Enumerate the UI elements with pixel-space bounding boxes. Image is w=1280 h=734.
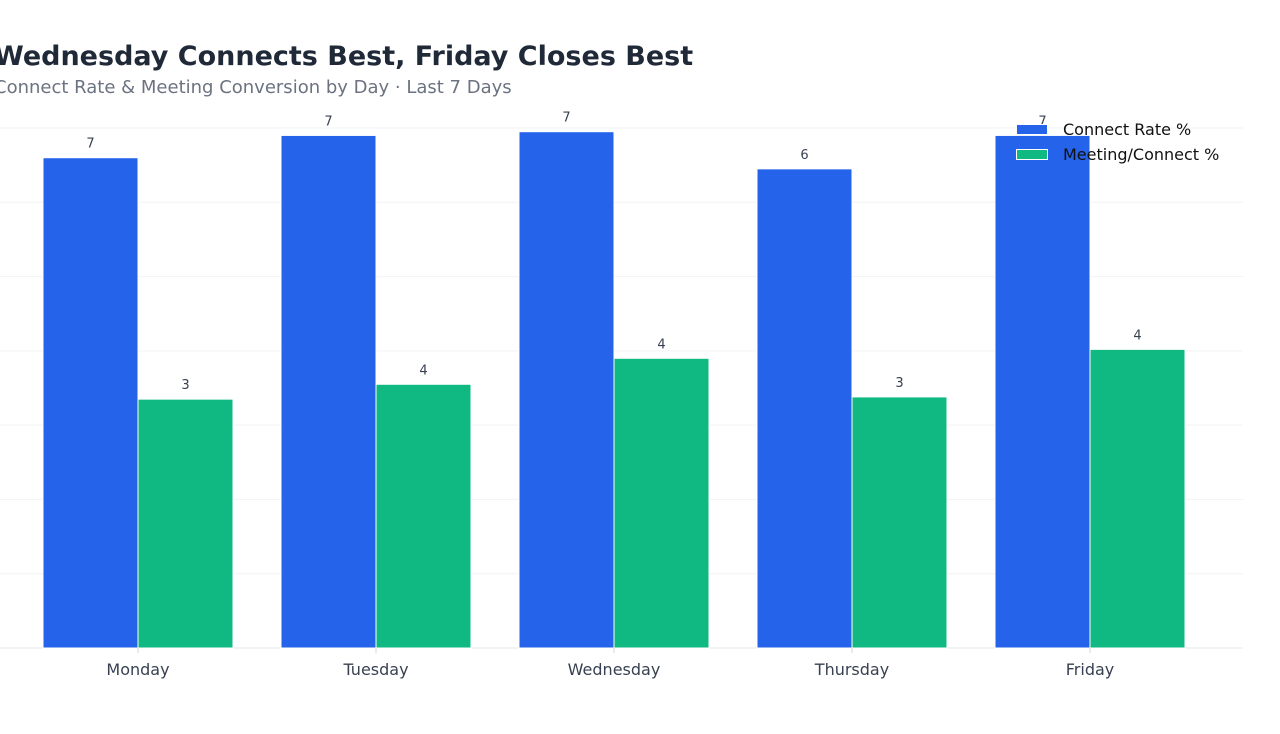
bar-connect-rate-friday: [994, 134, 1091, 649]
x-tick-label-tuesday: Tuesday: [342, 660, 408, 679]
bar-connect-rate-monday: [42, 157, 139, 649]
bar-meeting-connect-wednesday: [613, 357, 710, 649]
data-label-connect-rate-monday: 7: [86, 137, 94, 152]
bar-connect-rate-tuesday: [280, 134, 377, 649]
data-label-meeting-connect-wednesday: 4: [657, 337, 665, 352]
x-tick-label-monday: Monday: [106, 660, 169, 679]
data-label-meeting-connect-tuesday: 4: [419, 363, 427, 378]
chart-subtitle: Connect Rate & Meeting Conversion by Day…: [0, 77, 512, 98]
legend-item-meeting-connect[interactable]: Meeting/Connect %: [1016, 142, 1219, 167]
data-label-meeting-connect-monday: 3: [181, 378, 189, 393]
bar-meeting-connect-monday: [137, 398, 234, 649]
data-label-connect-rate-friday: 7: [1038, 114, 1046, 129]
bar-connect-rate-thursday: [756, 168, 853, 649]
legend-item-connect-rate[interactable]: Connect Rate %: [1016, 117, 1219, 142]
chart-title: Wednesday Connects Best, Friday Closes B…: [0, 41, 694, 72]
legend-swatch-connect-rate: [1016, 124, 1048, 135]
bar-meeting-connect-tuesday: [375, 383, 472, 649]
legend-swatch-meeting-connect: [1016, 149, 1048, 160]
legend-label-meeting-connect: Meeting/Connect %: [1063, 145, 1220, 164]
legend-label-connect-rate: Connect Rate %: [1063, 120, 1192, 139]
data-label-connect-rate-thursday: 6: [800, 148, 808, 163]
chart-legend: Connect Rate % Meeting/Connect %: [1016, 117, 1219, 167]
x-tick-label-friday: Friday: [1066, 660, 1115, 679]
x-tick-label-thursday: Thursday: [814, 660, 889, 679]
data-label-connect-rate-wednesday: 7: [562, 111, 570, 126]
data-label-connect-rate-tuesday: 7: [324, 114, 332, 129]
data-label-meeting-connect-thursday: 3: [895, 376, 903, 391]
x-tick-label-wednesday: Wednesday: [568, 660, 661, 679]
bar-connect-rate-wednesday: [518, 131, 615, 649]
bar-meeting-connect-thursday: [851, 396, 948, 649]
bar-meeting-connect-friday: [1089, 348, 1186, 649]
data-label-meeting-connect-friday: 4: [1133, 328, 1141, 343]
